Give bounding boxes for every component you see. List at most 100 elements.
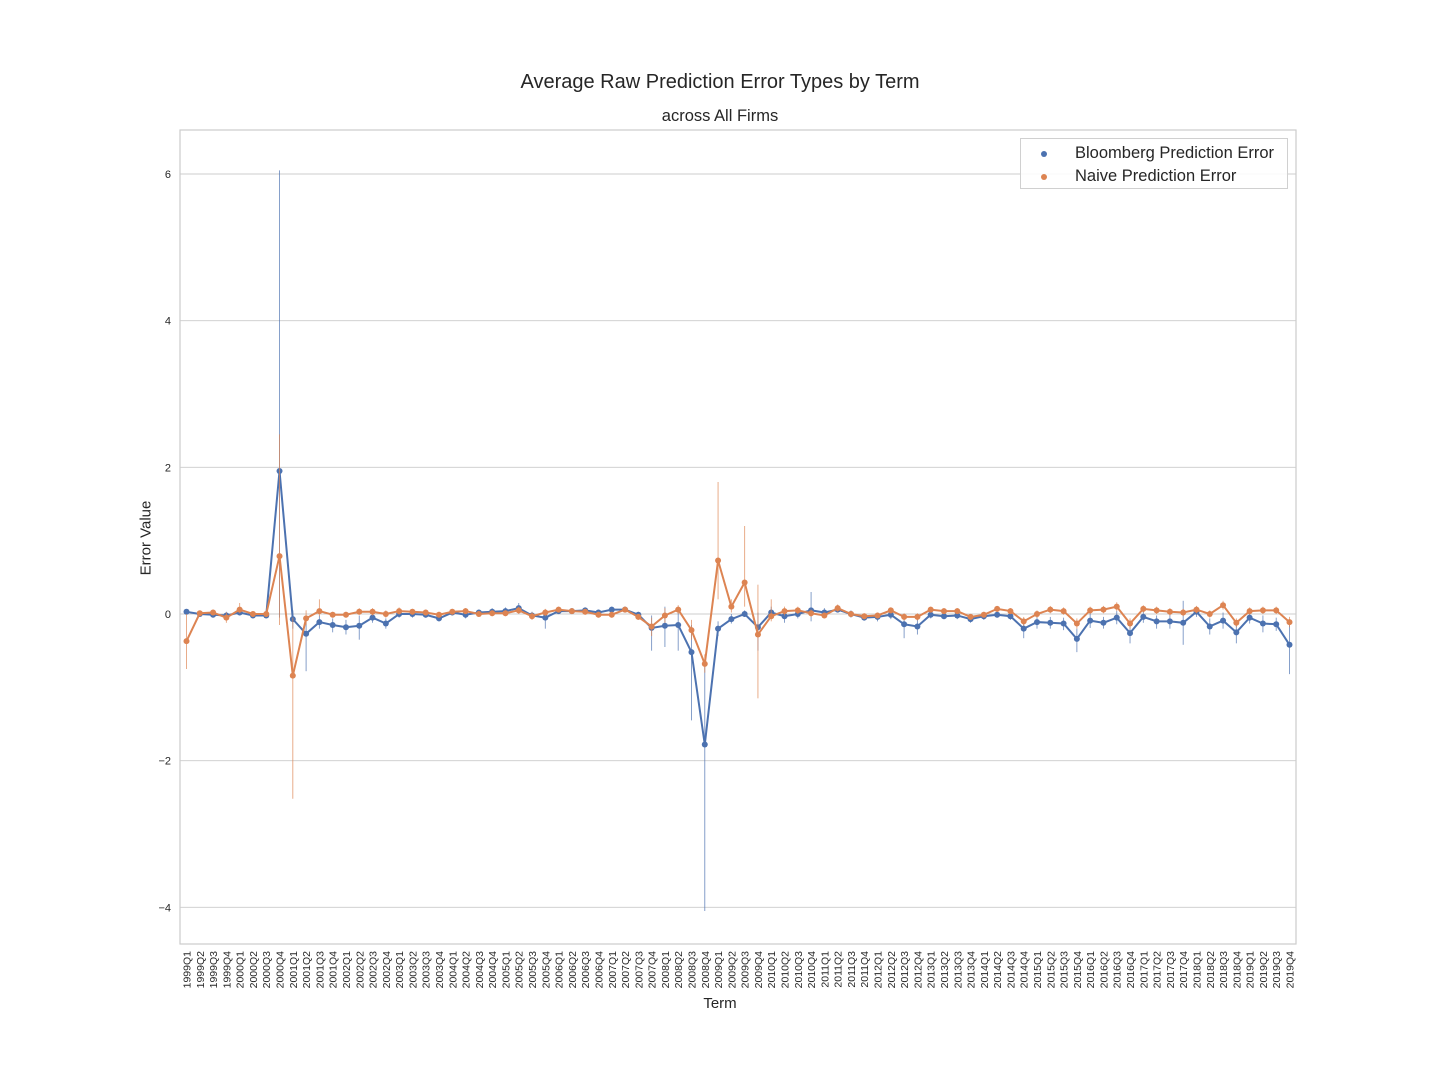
x-tick-label: 2002Q2 <box>354 951 366 989</box>
chart-subtitle: across All Firms <box>661 107 779 125</box>
naive-data-point <box>303 615 310 622</box>
y-tick-label: 4 <box>165 316 171 328</box>
legend-item-naive: Naive Prediction Error <box>1021 165 1287 187</box>
naive-data-point <box>409 608 416 615</box>
x-tick-label: 2008Q1 <box>660 951 672 989</box>
x-tick-label: 2008Q4 <box>700 951 712 989</box>
naive-data-point <box>475 611 482 617</box>
x-tick-label: 2016Q4 <box>1125 951 1137 989</box>
naive-data-point <box>449 608 456 615</box>
x-tick-label: 2019Q2 <box>1258 951 1270 989</box>
naive-data-point <box>196 610 203 617</box>
naive-data-point <box>808 610 815 617</box>
y-tick-label: −2 <box>158 756 171 768</box>
naive-data-point <box>715 557 722 564</box>
x-tick-label: 2006Q3 <box>580 951 592 989</box>
bloomberg-data-point <box>1140 613 1147 620</box>
bloomberg-data-point <box>927 611 934 618</box>
x-tick-label: 2011Q3 <box>846 951 858 988</box>
naive-data-point <box>276 553 283 560</box>
x-tick-label: 1999Q4 <box>221 951 233 989</box>
x-tick-label: 1999Q1 <box>182 951 194 989</box>
naive-data-point <box>688 627 695 634</box>
naive-data-point <box>794 607 801 614</box>
naive-data-point <box>741 579 748 586</box>
bloomberg-data-point <box>701 741 708 748</box>
bloomberg-data-point <box>1007 613 1014 620</box>
x-tick-label: 2014Q2 <box>992 951 1004 989</box>
naive-data-point <box>1193 606 1200 613</box>
naive-data-point <box>927 606 934 613</box>
naive-data-point <box>861 613 868 620</box>
naive-data-point <box>236 606 243 613</box>
naive-data-point <box>1206 611 1213 617</box>
x-tick-label: 2016Q1 <box>1085 951 1097 989</box>
naive-data-point <box>515 607 522 614</box>
naive-data-point <box>914 613 921 620</box>
x-tick-label: 2009Q1 <box>713 951 725 989</box>
x-tick-label: 2007Q2 <box>620 951 632 989</box>
x-tick-label: 2015Q3 <box>1059 951 1071 989</box>
x-tick-label: 2010Q1 <box>766 951 778 989</box>
x-tick-label: 2018Q4 <box>1231 951 1243 989</box>
x-tick-label: 2001Q2 <box>301 951 313 989</box>
x-tick-label: 2003Q2 <box>407 951 419 989</box>
naive-data-point <box>382 611 389 617</box>
naive-data-point <box>1047 606 1054 613</box>
y-tick-label: 0 <box>165 609 171 621</box>
naive-data-point <box>356 608 363 615</box>
x-tick-label: 2011Q1 <box>819 951 831 988</box>
x-tick-label: 2010Q2 <box>780 951 792 989</box>
x-tick-label: 2012Q1 <box>873 951 885 989</box>
naive-data-point <box>608 611 615 618</box>
bloomberg-data-point <box>342 624 349 631</box>
naive-data-point <box>1060 608 1067 615</box>
bloomberg-data-point <box>1180 619 1187 626</box>
naive-data-point <box>369 608 376 615</box>
x-tick-label: 2018Q3 <box>1218 951 1230 989</box>
bloomberg-data-point <box>781 613 788 620</box>
bloomberg-data-point <box>675 622 682 628</box>
x-tick-label: 2015Q4 <box>1072 951 1084 989</box>
naive-data-point <box>183 638 190 645</box>
naive-data-point <box>529 613 536 620</box>
x-tick-label: 2008Q2 <box>673 951 685 989</box>
x-tick-label: 2017Q2 <box>1152 951 1164 989</box>
naive-data-point <box>1020 618 1027 625</box>
x-tick-label: 2000Q1 <box>235 951 247 989</box>
naive-data-point <box>1100 606 1107 613</box>
bloomberg-data-point <box>914 623 921 630</box>
x-tick-label: 2010Q4 <box>806 951 818 989</box>
naive-data-point <box>1007 608 1014 615</box>
naive-data-point <box>701 660 708 667</box>
naive-data-point <box>555 606 562 613</box>
bloomberg-data-point <box>1113 614 1120 621</box>
x-tick-label: 2013Q4 <box>966 951 978 989</box>
bloomberg-data-point <box>1100 619 1107 626</box>
bloomberg-series-line <box>186 470 1291 745</box>
naive-data-point <box>821 612 828 619</box>
bloomberg-data-point <box>661 622 668 629</box>
naive-data-point <box>887 607 894 614</box>
x-tick-label: 2004Q2 <box>461 951 473 989</box>
x-tick-label: 2012Q3 <box>899 951 911 989</box>
x-axis-label: Term <box>703 995 737 1012</box>
chart-title: Average Raw Prediction Error Types by Te… <box>520 71 920 93</box>
x-tick-label: 2005Q1 <box>500 951 512 989</box>
x-tick-label: 2011Q2 <box>833 951 845 988</box>
x-tick-label: 2001Q1 <box>288 951 300 989</box>
bloomberg-data-point <box>994 611 1001 618</box>
x-tick-label: 2001Q3 <box>314 951 326 989</box>
naive-data-point <box>768 613 775 620</box>
legend-marker-naive <box>1041 174 1047 180</box>
bloomberg-data-point <box>741 611 748 617</box>
x-tick-label: 2017Q1 <box>1138 951 1150 989</box>
x-tick-label: 2012Q2 <box>886 951 898 989</box>
x-tick-label: 2007Q3 <box>633 951 645 989</box>
bloomberg-data-point <box>316 619 323 626</box>
naive-data-point <box>1273 607 1280 614</box>
bloomberg-data-point <box>954 612 961 619</box>
x-tick-label: 2006Q2 <box>567 951 579 989</box>
bloomberg-data-point <box>382 620 389 627</box>
bloomberg-data-point <box>1286 641 1293 648</box>
